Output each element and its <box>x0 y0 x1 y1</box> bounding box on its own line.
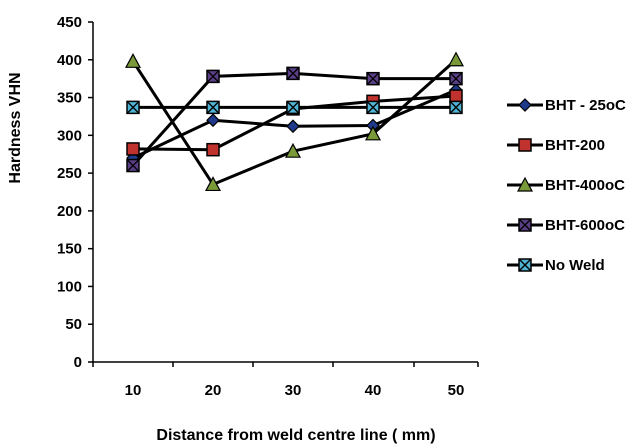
xsquare-marker <box>518 218 532 232</box>
legend-item: BHT-200 <box>507 137 605 154</box>
legend-label: BHT-200 <box>545 137 605 154</box>
y-tick-label: 300 <box>57 127 82 144</box>
x-ticks: 10 20 30 40 50 <box>92 362 479 399</box>
y-tick-label: 400 <box>57 52 82 69</box>
legend-item: BHT - 25oC <box>507 97 626 114</box>
legend-label: BHT-400oC <box>545 177 625 194</box>
xsquare-marker <box>286 100 300 115</box>
y-tick-label: 450 <box>57 14 82 31</box>
legend-item: BHT-400oC <box>507 176 625 194</box>
xsquare-marker <box>286 66 300 81</box>
legend: BHT - 25oC BHT-200 BHT-400oC BHT-600oC No We… <box>507 97 626 274</box>
triangle-marker <box>447 51 465 67</box>
xsquare-marker <box>366 71 380 86</box>
x-axis-title: Distance from weld centre line ( mm) <box>156 427 435 444</box>
xsquare-marker <box>518 258 532 272</box>
y-tick-label: 0 <box>74 354 82 371</box>
legend-label: BHT-600oC <box>545 217 625 234</box>
y-ticks: 0 50 100 150 200 250 300 350 400 450 <box>57 14 93 371</box>
y-axis-title: Hardness VHN <box>7 72 24 183</box>
y-tick-label: 100 <box>57 278 82 295</box>
xsquare-marker <box>449 100 463 115</box>
x-tick-label: 50 <box>448 382 465 399</box>
x-tick-label: 40 <box>365 382 382 399</box>
triangle-marker <box>516 176 534 192</box>
legend-label: No Weld <box>545 257 605 274</box>
square-marker <box>449 89 463 103</box>
diamond-marker <box>286 119 300 134</box>
diamond-marker <box>518 98 532 112</box>
xsquare-marker <box>206 100 220 115</box>
series-5 <box>126 100 463 115</box>
xsquare-marker <box>366 100 380 115</box>
y-tick-label: 150 <box>57 241 82 258</box>
diamond-marker <box>206 113 220 128</box>
xsquare-marker <box>449 71 463 86</box>
square-marker <box>518 138 532 152</box>
y-tick-label: 50 <box>65 316 82 333</box>
plot-area <box>124 51 465 192</box>
y-tick-label: 250 <box>57 165 82 182</box>
x-tick-label: 30 <box>285 382 302 399</box>
legend-label: BHT - 25oC <box>545 97 626 114</box>
x-tick-label: 10 <box>125 382 142 399</box>
xsquare-marker <box>206 69 220 84</box>
legend-item: BHT-600oC <box>507 217 625 234</box>
xsquare-marker <box>126 158 140 173</box>
square-marker <box>126 142 140 156</box>
triangle-marker <box>364 125 382 141</box>
square-marker <box>206 142 220 157</box>
triangle-marker <box>204 176 222 192</box>
triangle-marker <box>284 142 302 158</box>
triangle-marker <box>124 53 142 68</box>
y-tick-label: 200 <box>57 203 82 220</box>
x-tick-label: 20 <box>205 382 222 399</box>
xsquare-marker <box>126 100 140 115</box>
legend-item: No Weld <box>507 257 605 274</box>
y-tick-label: 350 <box>57 90 82 107</box>
series-3 <box>124 51 465 192</box>
